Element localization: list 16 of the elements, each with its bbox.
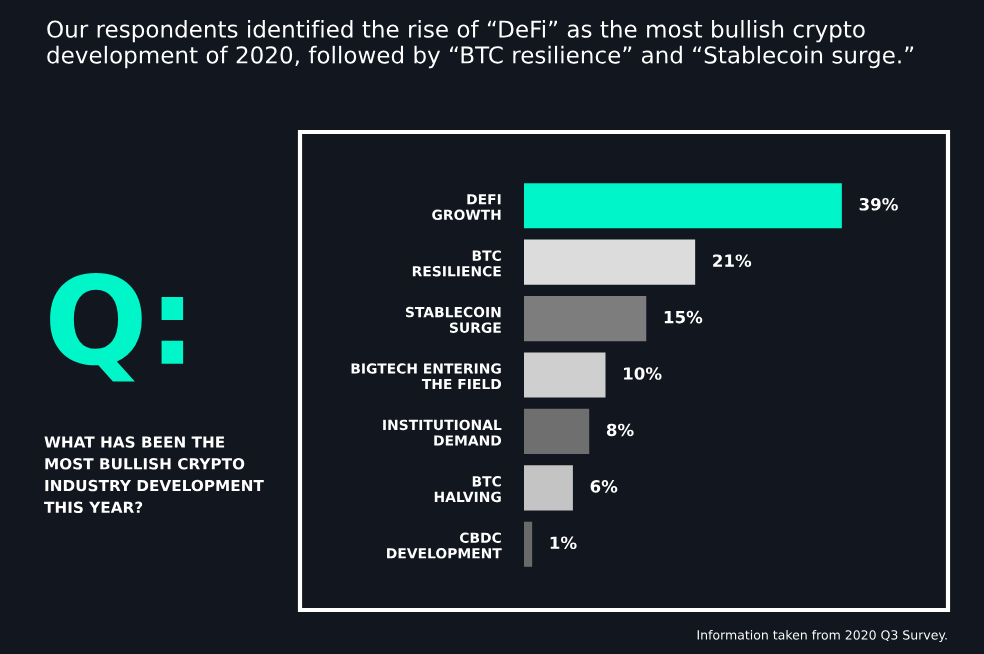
- bar: [524, 296, 647, 342]
- chart-title: Our respondents identified the rise of “DeFi” as the most bullish crypto development of 2020, followed by “BTC resilience” and “Stablecoin surge.”: [47, 20, 914, 69]
- data-label: 10%: [624, 367, 662, 380]
- bar: [524, 521, 533, 567]
- data-label: 21%: [713, 254, 752, 267]
- bar: [524, 352, 606, 398]
- data-label: 6%: [590, 480, 618, 493]
- data-label: 39%: [859, 197, 898, 211]
- data-label: 15%: [664, 310, 703, 324]
- data-label: 8%: [606, 423, 634, 437]
- bar: [524, 465, 573, 511]
- bar: [524, 183, 842, 229]
- text: Q:: [50, 273, 184, 382]
- bar: [524, 239, 696, 285]
- bar: [524, 408, 590, 454]
- data-label: 1%: [550, 536, 577, 550]
